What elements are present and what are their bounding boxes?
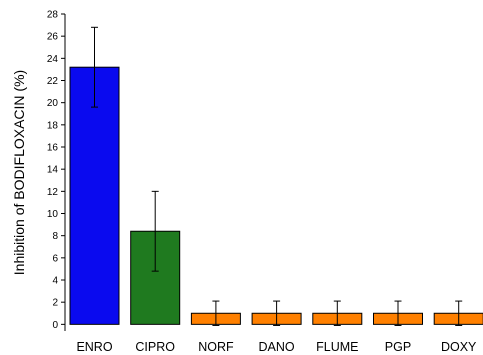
y-tick-label: 28 [47, 10, 59, 21]
y-tick-label: 0 [52, 320, 58, 331]
y-tick-label: 10 [47, 209, 59, 220]
y-tick-label: 24 [47, 54, 59, 65]
error-bar-norf [212, 300, 220, 326]
y-tick-label: 4 [52, 276, 58, 287]
error-bar-flume [333, 300, 341, 326]
error-bar-pgp [394, 300, 402, 326]
error-bar-dano [273, 300, 281, 326]
y-tick-label: 8 [52, 231, 58, 242]
y-axis-title: Inhibition of BODIFLOXACIN (%) [11, 70, 27, 275]
error-bar-cipro [151, 190, 159, 272]
x-category-label-norf: NORF [198, 340, 234, 354]
x-category-label-cipro: CIPRO [135, 340, 175, 354]
y-tick-label: 22 [47, 76, 59, 87]
y-tick-label: 16 [47, 143, 59, 154]
y-tick-label: 18 [47, 120, 59, 131]
bar-enro [69, 66, 120, 325]
error-bars-layer [91, 26, 463, 326]
y-tick-label: 20 [47, 98, 59, 109]
error-bar-enro [91, 26, 98, 108]
x-labels-layer: ENRO CIPRO NORF DANO FLUME PGP DOXY [76, 340, 477, 354]
x-category-label-doxy: DOXY [441, 340, 477, 354]
y-tick-label: 12 [47, 187, 59, 198]
error-bar-doxy [455, 300, 463, 326]
y-tick-label: 14 [47, 165, 59, 176]
y-tick-label: 26 [47, 32, 59, 43]
y-tick-label: 6 [52, 253, 58, 264]
y-tick-label: 2 [52, 298, 58, 309]
x-category-label-enro: ENRO [76, 340, 112, 354]
x-category-label-flume: FLUME [316, 340, 358, 354]
x-category-label-pgp: PGP [385, 340, 411, 354]
bars-layer [69, 66, 483, 325]
x-category-label-dano: DANO [259, 340, 295, 354]
